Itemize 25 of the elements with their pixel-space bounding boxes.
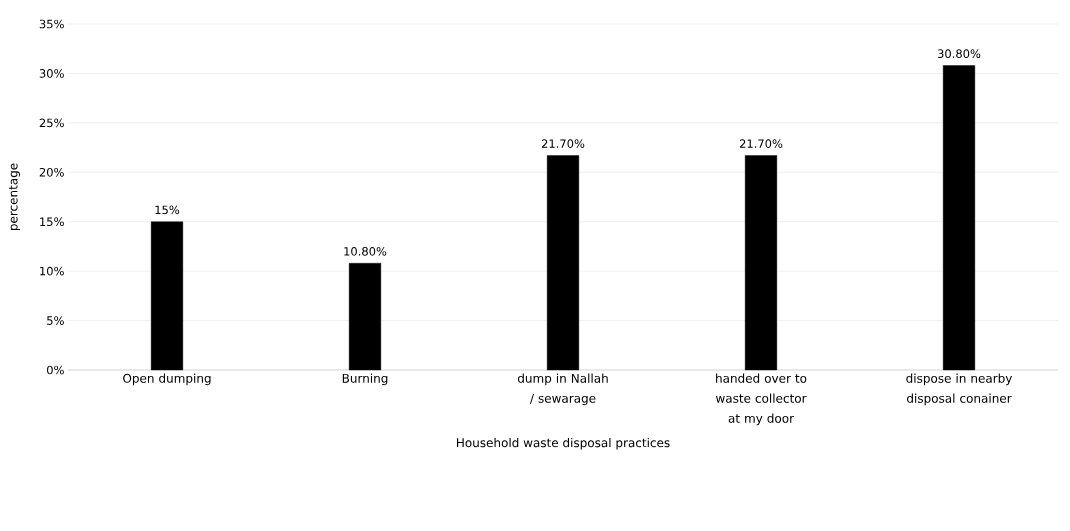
x-tick-label: dump in Nallah / sewarage (517, 373, 608, 406)
x-tick-label: handed over to waste collector at my door (715, 373, 807, 426)
x-tick-label: dispose in nearby disposal conainer (906, 373, 1013, 406)
y-tick-label: 20% (39, 167, 64, 177)
data-label: 10.80% (344, 247, 387, 256)
y-tick-label: 30% (39, 69, 64, 78)
bar (546, 155, 580, 371)
data-label: 15% (155, 205, 180, 215)
y-tick-label: 25% (39, 118, 64, 128)
x-tick-label: Burning (342, 373, 388, 386)
bar (150, 221, 184, 371)
y-tick-label: 5% (47, 316, 64, 325)
x-axis-title: Household waste disposal practices (457, 437, 670, 450)
data-label: 21.70% (739, 139, 783, 148)
y-tick-label: 0% (47, 365, 64, 375)
y-tick-label: 15% (40, 217, 64, 227)
y-axis-title: percentage (9, 163, 20, 231)
bar (744, 155, 778, 371)
data-label: 21.70% (541, 139, 585, 148)
bar (348, 263, 382, 371)
y-tick-label: 10% (40, 266, 64, 276)
data-label: 30.80% (937, 49, 981, 58)
y-tick-label: 35% (39, 19, 64, 29)
x-tick-label: Open dumping (123, 373, 211, 386)
bar (942, 65, 976, 371)
